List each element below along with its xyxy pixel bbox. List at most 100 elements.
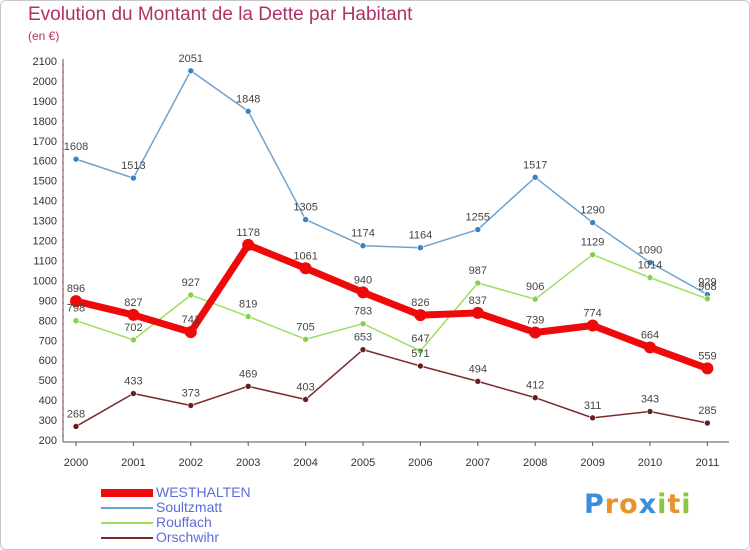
data-label-soultzmatt: 1513 — [121, 160, 145, 172]
data-label-rouffach: 1014 — [638, 260, 662, 272]
y-tick-label: 500 — [39, 375, 57, 387]
y-tick-label: 200 — [39, 435, 57, 447]
legend-swatch-rouffach — [101, 522, 153, 524]
data-label-rouffach: 798 — [67, 303, 85, 315]
y-axis-dot — [62, 176, 64, 178]
point-soultzmatt — [417, 244, 424, 252]
point-soultzmatt — [474, 226, 482, 233]
chart-title: Evolution du Montant de la Dette par Hab… — [28, 4, 413, 25]
legend-label-rouffach: Rouffach — [156, 514, 212, 530]
point-soultzmatt — [531, 173, 539, 181]
point-orschwihr — [130, 390, 137, 397]
y-axis-dot — [62, 197, 64, 199]
x-tick-label: 2001 — [121, 457, 145, 469]
chart-subtitle: (en €) — [28, 29, 60, 43]
data-label-soultzmatt: 1608 — [64, 141, 88, 153]
point-soultzmatt — [187, 67, 195, 75]
y-axis-dot — [62, 71, 64, 73]
data-label-rouffach: 783 — [354, 306, 372, 318]
series-line-westhalten — [72, 241, 711, 372]
point-westhalten — [414, 309, 427, 322]
y-tick-label: 700 — [39, 335, 57, 347]
x-tick-label: 2008 — [523, 457, 547, 469]
data-label-rouffach: 987 — [469, 265, 487, 277]
data-label-orschwihr: 403 — [296, 382, 314, 394]
data-label-rouffach: 819 — [239, 299, 257, 311]
point-rouffach — [72, 317, 80, 325]
y-axis-dot — [62, 99, 64, 101]
data-label-rouffach: 705 — [296, 321, 314, 333]
data-label-orschwihr: 433 — [124, 376, 142, 388]
point-rouffach — [359, 320, 367, 328]
data-label-rouffach: 702 — [124, 322, 142, 334]
y-axis-dot — [62, 281, 64, 283]
y-axis-dot — [62, 246, 64, 248]
data-label-orschwihr: 311 — [584, 400, 602, 412]
data-label-westhalten: 774 — [583, 308, 601, 320]
data-label-orschwihr: 268 — [67, 408, 85, 420]
y-tick-label: 1000 — [33, 275, 57, 287]
point-orschwihr — [359, 346, 367, 353]
point-orschwihr — [589, 414, 596, 422]
y-axis-dot — [62, 85, 64, 87]
point-rouffach — [417, 347, 424, 355]
y-axis-dot — [62, 386, 64, 388]
y-tick-label: 1600 — [33, 156, 57, 168]
y-axis-dot — [62, 421, 64, 423]
x-tick-label: 2003 — [236, 457, 260, 469]
data-label-orschwihr: 285 — [698, 405, 716, 417]
y-tick-label: 1900 — [33, 96, 57, 108]
data-label-orschwihr: 412 — [526, 380, 544, 392]
data-label-westhalten: 940 — [354, 274, 372, 286]
point-soultzmatt — [302, 216, 309, 223]
data-label-soultzmatt: 2051 — [179, 53, 203, 65]
data-label-westhalten: 739 — [526, 314, 544, 326]
data-label-soultzmatt: 1255 — [466, 212, 490, 224]
point-soultzmatt — [72, 155, 80, 163]
y-tick-label: 2100 — [33, 56, 57, 68]
point-rouffach — [646, 274, 654, 281]
data-label-orschwihr: 653 — [354, 332, 372, 344]
y-axis-dot — [62, 204, 64, 206]
x-tick-label: 2004 — [293, 457, 317, 469]
data-label-soultzmatt: 1517 — [523, 159, 547, 171]
y-axis-dot — [62, 309, 64, 311]
point-orschwihr — [474, 378, 482, 385]
data-label-rouffach: 927 — [182, 277, 200, 289]
legend-label-soultzmatt: Soultzmatt — [156, 499, 223, 515]
y-axis-dot — [62, 190, 64, 192]
x-tick-label: 2005 — [351, 457, 375, 469]
y-axis-dot — [62, 435, 64, 437]
y-tick-label: 1400 — [33, 196, 57, 208]
x-tick-label: 2010 — [638, 457, 662, 469]
point-westhalten — [242, 238, 255, 251]
y-axis-dot — [62, 330, 64, 332]
y-axis-dot — [62, 106, 64, 108]
data-label-rouffach: 906 — [526, 281, 544, 293]
y-tick-label: 1800 — [33, 116, 57, 128]
point-westhalten — [701, 362, 714, 375]
y-axis-dot — [62, 253, 64, 255]
data-label-westhalten: 837 — [469, 295, 487, 307]
point-orschwihr — [417, 362, 424, 370]
legend-swatch-soultzmatt — [101, 507, 153, 509]
y-tick-label: 800 — [39, 315, 57, 327]
point-orschwihr — [302, 396, 309, 403]
point-orschwihr — [244, 383, 252, 390]
data-label-westhalten: 664 — [641, 329, 659, 341]
legend-item-soultzmatt: Soultzmatt — [101, 500, 341, 515]
legend-item-westhalten: WESTHALTEN — [101, 485, 341, 500]
data-label-westhalten: 1061 — [293, 250, 317, 262]
point-westhalten — [127, 308, 140, 321]
legend-item-orschwihr: Orschwihr — [101, 530, 341, 545]
data-label-westhalten: 826 — [411, 297, 429, 309]
y-axis-dot — [62, 337, 64, 339]
point-westhalten — [644, 341, 656, 354]
point-soultzmatt — [589, 219, 596, 226]
y-tick-label: 1100 — [33, 255, 57, 267]
point-rouffach — [589, 251, 596, 258]
y-tick-label: 300 — [39, 415, 57, 427]
y-axis-dot — [62, 323, 64, 325]
proxiti-logo: Proxiti — [584, 489, 692, 520]
